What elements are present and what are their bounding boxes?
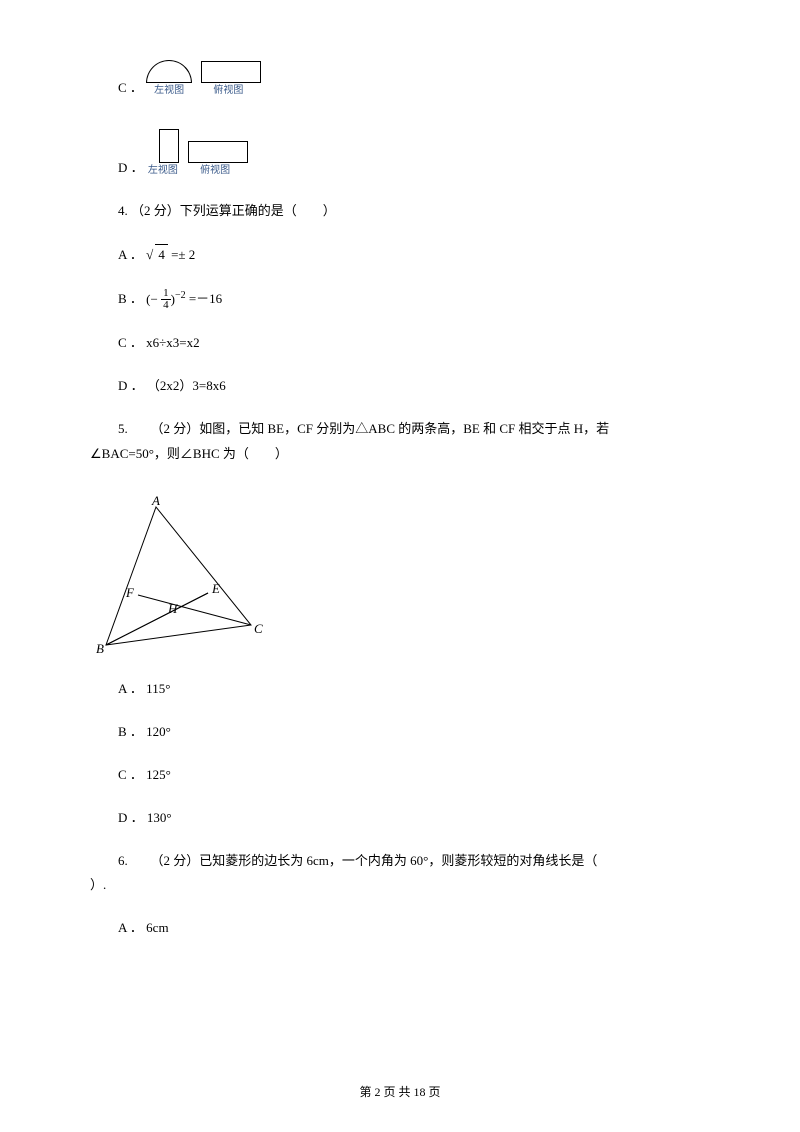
q5-option-a: A ． 115° bbox=[90, 679, 710, 700]
q6-stem-line1: 6. （2 分）已知菱形的边长为 6cm，一个内角为 60°，则菱形较短的对角线… bbox=[90, 851, 710, 872]
q4-b-exp: −2 bbox=[175, 290, 186, 301]
page-footer: 第 2 页 共 18 页 bbox=[0, 1083, 800, 1102]
q4-a-rhs: =± 2 bbox=[171, 247, 195, 262]
q4-option-b: B ． (− 1 4 )−2 =－16 bbox=[90, 288, 710, 312]
rect-wide-shape-2 bbox=[188, 141, 248, 163]
q4-b-label: B ． bbox=[118, 291, 143, 306]
q4-c-label: C ． bbox=[118, 335, 143, 350]
q5-stem-line2: ∠BAC=50°，则∠BHC 为（ ） bbox=[90, 444, 710, 465]
vertex-b: B bbox=[96, 641, 104, 655]
q4-c-text: x6÷x3=x2 bbox=[146, 335, 199, 350]
q3-d-label: D ． bbox=[118, 158, 144, 179]
q5-triangle-figure: A B C E F H bbox=[96, 495, 266, 655]
semicircle-shape bbox=[146, 60, 192, 83]
q4-b-expr: (− 1 4 )−2 bbox=[146, 288, 185, 312]
q3-d-figure-top: 俯视图 bbox=[182, 141, 248, 179]
q3-d-figure-left: 左视图 bbox=[147, 129, 179, 179]
vertex-a: A bbox=[151, 495, 160, 508]
q4-d-label: D ． bbox=[118, 378, 144, 393]
q3-c-label: C ． bbox=[118, 78, 143, 99]
vertex-f: F bbox=[125, 585, 135, 600]
q4-d-text: （2x2）3=8x6 bbox=[147, 378, 226, 393]
vertex-h: H bbox=[167, 601, 178, 616]
q4-option-c: C ． x6÷x3=x2 bbox=[90, 333, 710, 354]
q3-option-c: C ． 左视图 俯视图 bbox=[90, 60, 710, 99]
q6-stem-line2: ）. bbox=[90, 875, 710, 896]
vertex-e: E bbox=[211, 581, 220, 596]
q3-d-left-view-label: 左视图 bbox=[147, 163, 179, 179]
q6-option-a: A ． 6cm bbox=[90, 918, 710, 939]
q4-a-sqrt-arg: 4 bbox=[155, 244, 168, 266]
q3-c-left-view-label: 左视图 bbox=[146, 83, 192, 99]
rect-wide-shape bbox=[201, 61, 261, 83]
fraction: 1 4 bbox=[161, 288, 171, 311]
q4-b-rhs: =－16 bbox=[189, 291, 222, 306]
q3-option-d: D ． 左视图 俯视图 bbox=[90, 129, 710, 179]
q5-option-b: B ． 120° bbox=[90, 722, 710, 743]
frac-den: 4 bbox=[161, 300, 171, 311]
q5-option-d: D ． 130° bbox=[90, 808, 710, 829]
q4-a-label: A ． bbox=[118, 247, 143, 262]
q4-option-a: A ． 4 =± 2 bbox=[90, 244, 710, 266]
rect-tall-shape bbox=[159, 129, 179, 163]
neg-sign: − bbox=[151, 291, 158, 306]
q3-c-figure-top: 俯视图 bbox=[195, 61, 261, 99]
q4-stem: 4. （2 分）下列运算正确的是（ ） bbox=[90, 201, 710, 222]
q5-option-c: C ． 125° bbox=[90, 765, 710, 786]
q4-option-d: D ． （2x2）3=8x6 bbox=[90, 376, 710, 397]
q3-c-top-view-label: 俯视图 bbox=[195, 83, 261, 99]
sqrt-icon bbox=[146, 247, 153, 262]
q3-c-figure-left: 左视图 bbox=[146, 60, 192, 99]
vertex-c: C bbox=[254, 621, 263, 636]
q5-stem-line1: 5. （2 分）如图，已知 BE，CF 分别为△ABC 的两条高，BE 和 CF… bbox=[90, 419, 710, 440]
q3-d-top-view-label: 俯视图 bbox=[182, 163, 248, 179]
